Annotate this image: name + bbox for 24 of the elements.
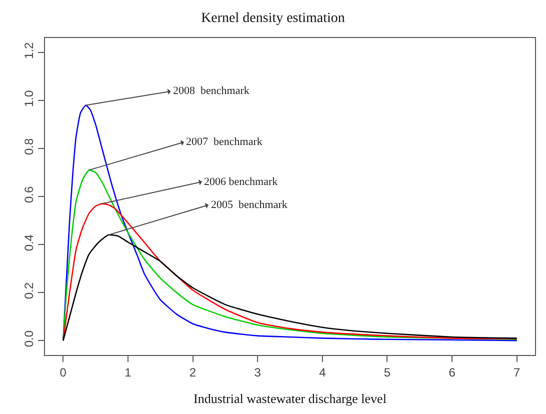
x-tick-label: 3 bbox=[254, 365, 262, 380]
y-tick-label: 0.4 bbox=[22, 234, 36, 252]
line-series bbox=[62, 104, 518, 342]
y-tick-label: 0.8 bbox=[22, 138, 36, 156]
x-tick-label: 7 bbox=[514, 365, 521, 380]
y-tick-label: 0.6 bbox=[22, 186, 36, 204]
y-tick-label: 0.2 bbox=[22, 282, 36, 300]
x-tick-label: 5 bbox=[384, 365, 391, 380]
x-tick-label: 6 bbox=[448, 365, 456, 380]
line-series bbox=[62, 234, 518, 342]
annotation: 2007 benchmark bbox=[186, 136, 263, 148]
x-tick-label: 2 bbox=[189, 365, 196, 380]
annotation: 2008 benchmark bbox=[173, 85, 250, 97]
y-tick-label: 1.2 bbox=[22, 42, 36, 59]
x-tick-label: 0 bbox=[60, 365, 67, 380]
x-axis-title: Industrial wastewater discharge level bbox=[194, 391, 387, 406]
x-tick-label: 1 bbox=[124, 365, 132, 380]
y-tick-label: 1.0 bbox=[22, 90, 36, 107]
y-tick-label: 0.0 bbox=[22, 330, 36, 348]
line-series bbox=[62, 169, 518, 342]
x-tick-label: 4 bbox=[319, 365, 326, 380]
chart-title: Kernel density estimation bbox=[201, 11, 345, 26]
annotation: 2005 benchmark bbox=[211, 199, 288, 211]
annotation: 2006 benchmark bbox=[204, 176, 278, 188]
